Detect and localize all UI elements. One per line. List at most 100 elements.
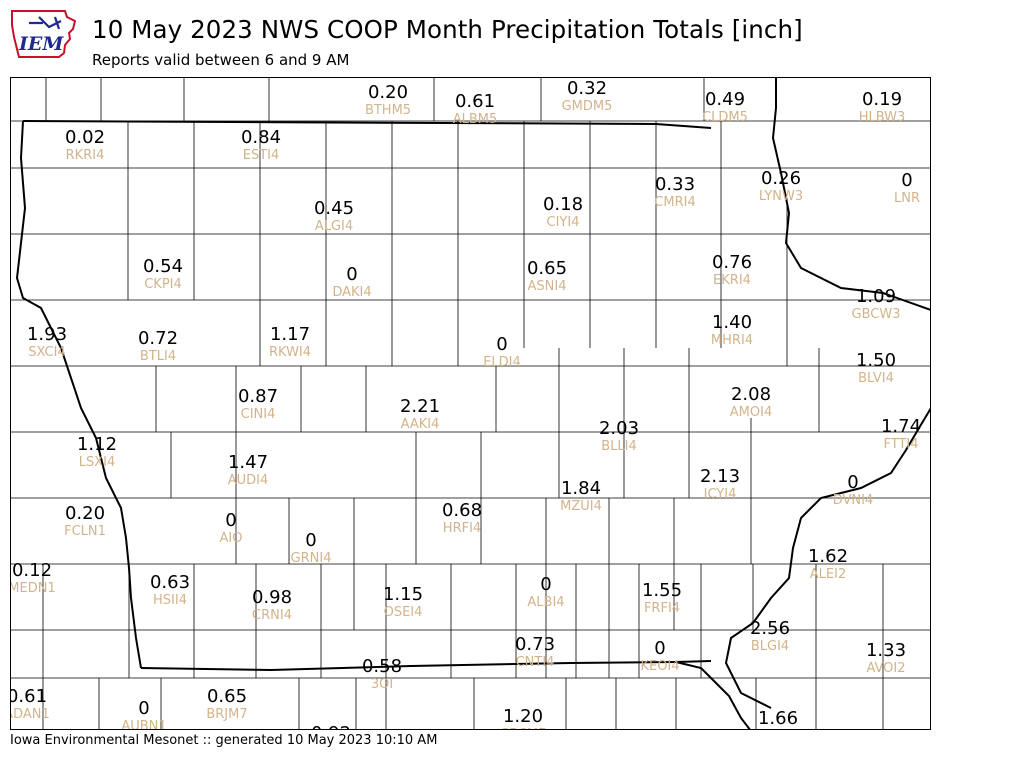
iowa-north-border: [22, 120, 712, 129]
precip-value: 0: [654, 638, 666, 659]
station-id: GRNI4: [290, 551, 332, 566]
station-id: DAKI4: [332, 285, 372, 300]
precip-value: 0.12: [11, 560, 53, 581]
station-id: CKPI4: [144, 277, 182, 292]
precip-value: 0.65: [206, 686, 248, 707]
iowa-east-border: [724, 407, 930, 709]
station-id: GBCW3: [851, 307, 901, 322]
precip-value: 1.62: [807, 546, 849, 567]
precip-value: 2.56: [749, 618, 791, 639]
precip-value: 0.32: [566, 78, 608, 99]
precip-value: 0.72: [137, 328, 179, 349]
precip-value: 0.58: [361, 656, 403, 677]
precip-value: 0.92: [311, 725, 351, 730]
precip-value: 1.33: [865, 640, 907, 661]
station-id: BLVI4: [858, 371, 894, 386]
station-id: AAKI4: [400, 417, 440, 432]
station-id: ELDI4: [483, 355, 521, 370]
station-id: CRNI4: [252, 608, 292, 623]
iem-logo: IEM: [11, 10, 77, 58]
station-id: RKRI4: [65, 148, 105, 163]
station-id: RKWI4: [268, 345, 312, 360]
precip-value: 0: [346, 264, 358, 285]
station-id: ASNI4: [527, 279, 567, 294]
iowa-south-border: [140, 660, 712, 672]
station-id: OSEI4: [383, 605, 423, 620]
precip-value: 0.73: [514, 634, 556, 655]
precip-value: 1.55: [641, 580, 683, 601]
precip-value: 0.84: [240, 127, 282, 148]
station-id: LSXI4: [78, 455, 116, 470]
precip-value: 1.20: [502, 706, 544, 727]
precip-value: 0.45: [313, 198, 355, 219]
station-id: BLLI4: [601, 439, 637, 454]
precip-value: 0: [496, 334, 508, 355]
precip-value: 2.21: [399, 396, 441, 417]
precip-value: 0.02: [64, 127, 106, 148]
precip-value: 0.61: [10, 686, 48, 707]
station-id: ESTI4: [242, 148, 280, 163]
precip-value: 1.50: [855, 350, 897, 371]
precipitation-map: 0.20 BTHM5 0.61 ALBM5 0.32 GMDM5 0.49 CLDM5 0.19…: [10, 77, 931, 730]
precip-value: 0.63: [149, 572, 191, 593]
station-id: HLBW3: [858, 110, 906, 125]
precip-value: 0: [305, 530, 317, 551]
station-id: CLDM5: [702, 110, 748, 125]
precip-value: 0.54: [142, 256, 184, 277]
station-id: CIYI4: [546, 215, 580, 230]
map-subtitle: Reports valid between 6 and 9 AM: [92, 51, 350, 69]
station-id: AUDI4: [227, 473, 269, 488]
station-id: AIO: [219, 531, 243, 546]
precip-value: 0.98: [251, 587, 293, 608]
precip-value: 0.26: [760, 168, 802, 189]
precip-value: 1.15: [382, 584, 424, 605]
station-id: ALGI4: [314, 219, 354, 234]
station-id: BRJM7: [206, 707, 248, 722]
precip-value: 1.93: [26, 324, 68, 345]
precip-value: 0.76: [711, 252, 753, 273]
precip-value: 0.61: [454, 91, 496, 112]
county-boundaries: [11, 78, 930, 729]
station-id: ALBM5: [452, 112, 498, 127]
precip-value: 1.40: [711, 312, 753, 333]
precip-value: 1.66: [757, 708, 799, 729]
station-id: FRFI4: [643, 601, 681, 616]
precip-value: 1.74: [880, 416, 922, 437]
station-id: CMRI4: [654, 195, 696, 210]
station-id: BLGI4: [750, 639, 790, 654]
station-id: CNTI4: [515, 655, 555, 670]
des-moines-river: [675, 661, 751, 729]
precip-value: 0: [225, 510, 237, 531]
station-id: DVNI4: [832, 493, 874, 508]
station-id: FTTI4: [883, 437, 919, 452]
precip-value: 1.84: [560, 478, 602, 499]
station-id: MZUI4: [560, 499, 602, 514]
precip-value: 0.87: [237, 386, 279, 407]
station-id: AUBN1: [121, 719, 167, 730]
precip-value: 0.33: [654, 174, 696, 195]
precip-value: 0.18: [542, 194, 584, 215]
map-title: 10 May 2023 NWS COOP Month Precipitation…: [92, 15, 803, 44]
station-id: GRCM7: [499, 728, 546, 729]
precip-value: 2.03: [598, 418, 640, 439]
logo-swoosh-icon: [29, 16, 62, 30]
station-id: KEOI4: [640, 659, 680, 674]
precip-value: 0.49: [704, 89, 746, 110]
precip-value: 0.19: [861, 89, 903, 110]
precip-value: 2.13: [699, 466, 741, 487]
station-id: MEDN1: [10, 581, 56, 596]
station-id: BTLI4: [139, 349, 177, 364]
station-id: ADAN1: [11, 707, 50, 722]
precip-value: 0.65: [526, 258, 568, 279]
station-id: AVOI2: [866, 661, 906, 676]
precip-value: 0.68: [441, 500, 483, 521]
precip-value: 1.47: [227, 452, 269, 473]
mississippi-river: [771, 78, 930, 311]
station-id: 3OI: [370, 677, 394, 692]
station-id: SXCI4: [28, 345, 66, 360]
station-id: MHRI4: [710, 333, 754, 348]
missouri-river: [15, 120, 142, 669]
precip-value: 0: [540, 574, 552, 595]
precip-value: 0: [847, 472, 859, 493]
precip-value: 0.20: [367, 82, 409, 103]
